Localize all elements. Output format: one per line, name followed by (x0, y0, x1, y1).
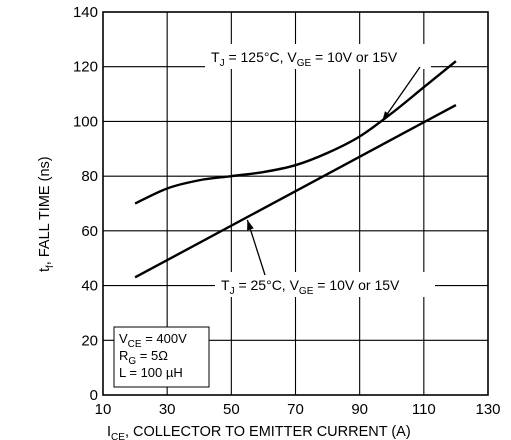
x-tick-label: 130 (475, 401, 500, 418)
y-tick-label: 80 (81, 168, 98, 185)
y-tick-label: 120 (73, 59, 98, 76)
annotation-arrowhead (247, 219, 254, 231)
y-tick-label: 60 (81, 223, 98, 240)
series-line-25c (134, 103, 457, 279)
x-tick-label: 110 (412, 401, 436, 418)
test-condition-line: VCE = 400V (119, 331, 187, 350)
curve-annotation-label: TJ = 125°C, VGE = 10V or 15V (211, 49, 398, 69)
x-tick-label: 50 (223, 401, 240, 418)
plot-frame (102, 11, 489, 396)
annotation-background (205, 44, 431, 69)
curve-annotations: TJ = 125°C, VGE = 10V or 15V TJ = 25°C, V… (205, 44, 435, 297)
curve-annotation-label: TJ = 25°C, VGE = 10V or 15V (221, 277, 400, 297)
y-axis-title: tf, FALL TIME (ns) (37, 156, 56, 272)
annotation-leader-line (381, 66, 421, 122)
series-line-125c (134, 60, 457, 205)
y-tick-label: 20 (81, 332, 98, 349)
y-tick-labels: 0 20 40 60 80 100 120 140 (73, 4, 98, 404)
x-axis-title: ICE, COLLECTOR TO EMITTER CURRENT (A) (107, 424, 411, 440)
x-tick-label: 30 (159, 401, 176, 418)
series-lines (134, 60, 457, 279)
test-condition-line: L = 100 µH (119, 365, 183, 380)
test-condition-line: RG = 5Ω (119, 348, 168, 367)
x-tick-label: 70 (287, 401, 304, 418)
conditions-frame (113, 326, 210, 388)
y-tick-label: 40 (81, 278, 98, 295)
y-tick-label: 100 (73, 113, 98, 130)
annotation-background (215, 272, 435, 297)
x-tick-label: 10 (95, 401, 112, 418)
annotation-arrowhead (382, 111, 391, 122)
y-tick-label: 0 (90, 387, 98, 404)
y-tick-label: 140 (73, 4, 98, 21)
x-tick-labels: 10 30 50 70 90 110 130 (95, 401, 501, 418)
x-tick-label: 90 (351, 401, 368, 418)
